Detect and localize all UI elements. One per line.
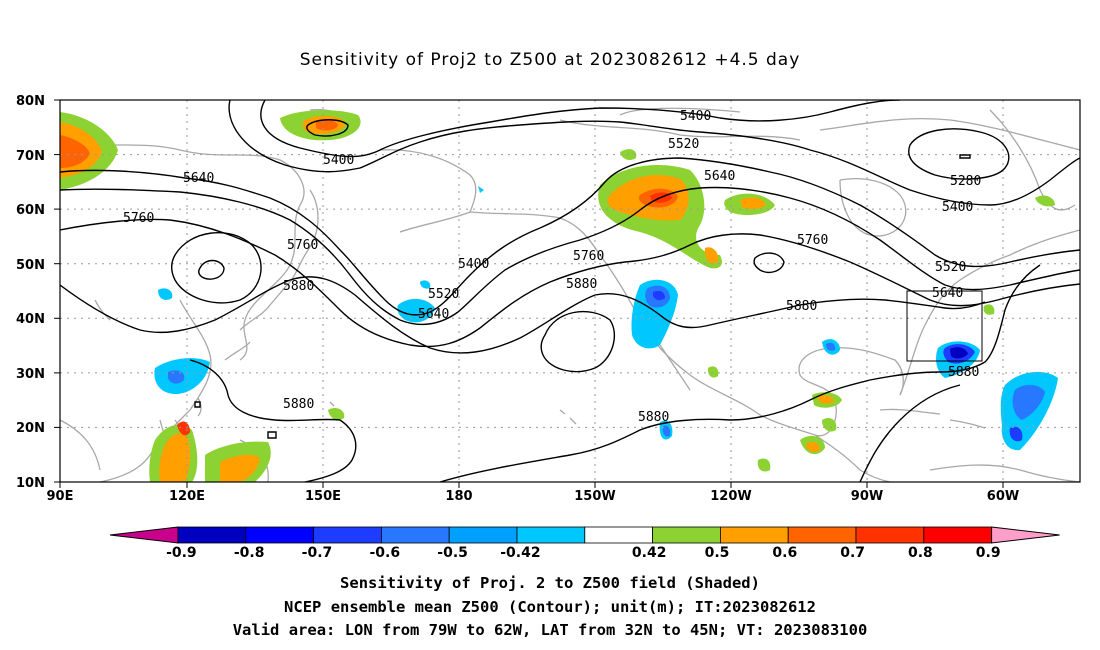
contour-label: 5880 — [283, 397, 314, 412]
lat-label: 10N — [16, 476, 45, 491]
contour-label: 5520 — [935, 260, 966, 275]
contour-label: 5880 — [566, 277, 597, 292]
colorbar-bin — [787, 526, 857, 544]
contour-label: 5640 — [418, 307, 449, 322]
lon-label: 90W — [851, 489, 883, 504]
colorbar-bin — [177, 526, 247, 544]
lon-label: 120W — [710, 489, 751, 504]
contour-label: 5520 — [668, 137, 699, 152]
contour-label: 5400 — [458, 257, 489, 272]
caption-line-3: Valid area: LON from 79W to 62W, LAT fro… — [232, 621, 868, 639]
colorbar-label: 0.8 — [908, 545, 933, 561]
colorbar-bin — [720, 526, 789, 544]
contour-label: 5640 — [704, 169, 735, 184]
colorbar-label: -0.42 — [500, 545, 540, 561]
contour-label: 5760 — [287, 238, 318, 253]
colorbar-label: 0.5 — [705, 545, 730, 561]
colorbar-bin — [448, 526, 518, 544]
colorbar-bin — [923, 526, 992, 544]
contour-label: 5640 — [183, 171, 214, 186]
caption-line-1: Sensitivity of Proj. 2 to Z500 field (Sh… — [340, 574, 760, 592]
colorbar-neg-end — [109, 526, 179, 544]
colorbar-bin — [380, 526, 450, 544]
grid-lines — [60, 100, 1080, 482]
longitude-labels: 90E 120E 150E 180 150W 120W 90W 60W — [47, 489, 1020, 504]
contour-label: 5880 — [638, 410, 669, 425]
contour-label: 5400 — [323, 153, 354, 168]
colorbar-label: 0.42 — [632, 545, 667, 561]
colorbar-bin — [855, 526, 925, 544]
lat-label: 40N — [16, 312, 45, 327]
lon-label: 60W — [987, 489, 1019, 504]
lon-label: 180 — [445, 489, 472, 504]
contour-label: 5880 — [283, 279, 314, 294]
lat-label: 50N — [16, 258, 45, 273]
colorbar-label: 0.7 — [840, 545, 865, 561]
colorbar-pos-end — [991, 526, 1060, 544]
z500-contours — [60, 100, 1080, 482]
colorbar-label: -0.7 — [302, 545, 333, 561]
lon-label: 150W — [574, 489, 615, 504]
colorbar-label: 0.9 — [976, 545, 1001, 561]
lat-label: 80N — [16, 94, 45, 109]
contour-label: 5640 — [932, 286, 963, 301]
lon-label: 90E — [47, 489, 74, 504]
colorbar-bin — [584, 526, 653, 544]
axis-ticks — [54, 99, 1004, 488]
contour-labels: 5400 5520 5640 5280 5400 5400 5640 5760 … — [123, 109, 981, 425]
lat-label: 30N — [16, 367, 45, 382]
lat-label: 70N — [16, 149, 45, 164]
colorbar-label: -0.5 — [437, 545, 468, 561]
map-title: Sensitivity of Proj2 to Z500 at 20230826… — [299, 50, 801, 70]
colorbar-bin — [245, 526, 315, 544]
colorbar-label: -0.6 — [369, 545, 400, 561]
colorbar-bin — [313, 526, 382, 544]
caption-line-2: NCEP ensemble mean Z500 (Contour); unit(… — [284, 598, 816, 616]
latitude-labels: 80N 70N 60N 50N 40N 30N 20N 10N — [16, 94, 45, 491]
contour-label: 5880 — [786, 299, 817, 314]
contour-label: 5520 — [428, 287, 459, 302]
contour-label: 5400 — [680, 109, 711, 124]
valid-area-box — [906, 290, 983, 362]
contour-label: 5400 — [942, 200, 973, 215]
colorbar-label: 0.6 — [772, 545, 797, 561]
contour-label: 5760 — [797, 233, 828, 248]
contour-label: 5280 — [950, 174, 981, 189]
lon-label: 150E — [305, 489, 341, 504]
colorbar-label: -0.8 — [234, 545, 265, 561]
sensitivity-shading — [60, 110, 1058, 482]
contour-label: 5760 — [573, 249, 604, 264]
colorbar: -0.9 -0.8 -0.7 -0.6 -0.5 -0.42 0.42 0.5 0.6 0.7 0.… — [109, 526, 1060, 561]
lat-label: 60N — [16, 203, 45, 218]
lon-label: 120E — [169, 489, 205, 504]
lat-label: 20N — [16, 421, 45, 436]
contour-label: 5760 — [123, 211, 154, 226]
colorbar-bin — [652, 526, 721, 544]
colorbar-bin — [516, 526, 586, 544]
contour-label: 5880 — [948, 365, 979, 380]
colorbar-label: -0.9 — [166, 545, 197, 561]
map-frame — [59, 99, 1081, 483]
